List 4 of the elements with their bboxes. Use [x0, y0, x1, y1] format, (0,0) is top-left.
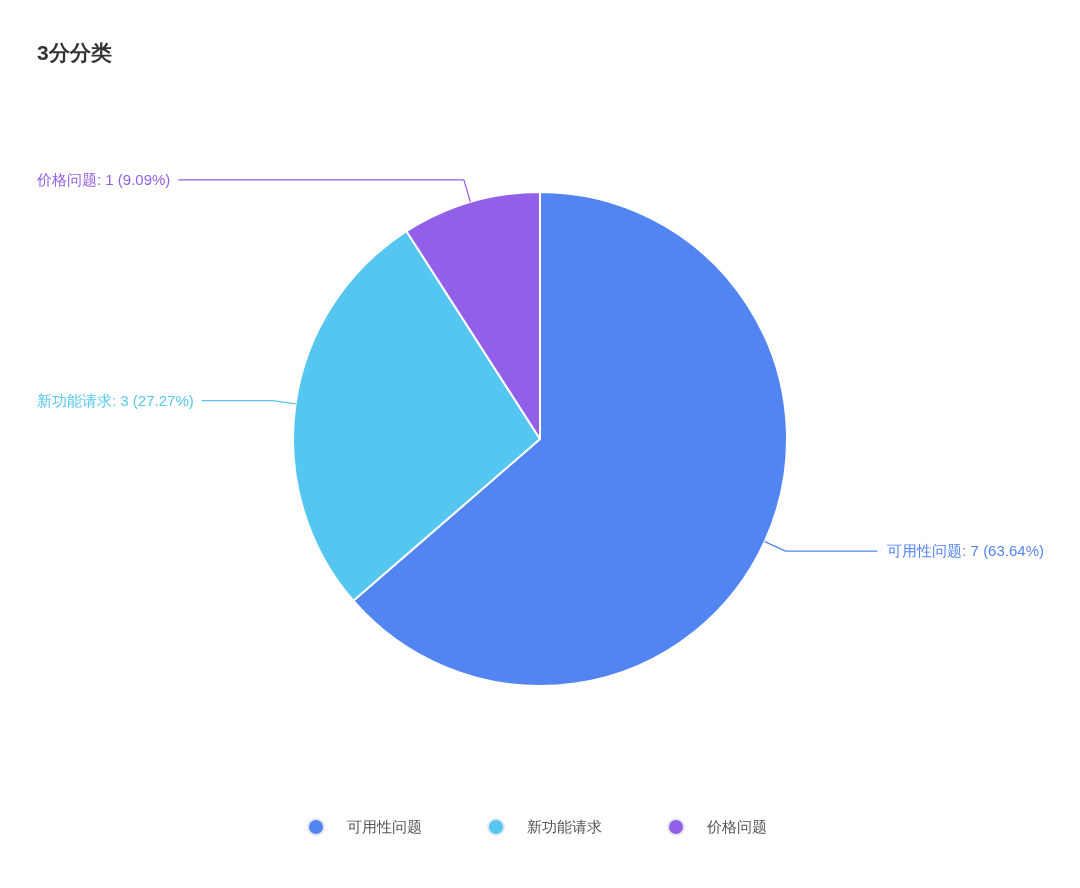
legend-label: 价格问题 [706, 818, 767, 835]
legend-label: 新功能请求 [527, 818, 602, 835]
title: 3分分类 [37, 41, 112, 64]
legend-label: 可用性问题 [347, 818, 422, 835]
